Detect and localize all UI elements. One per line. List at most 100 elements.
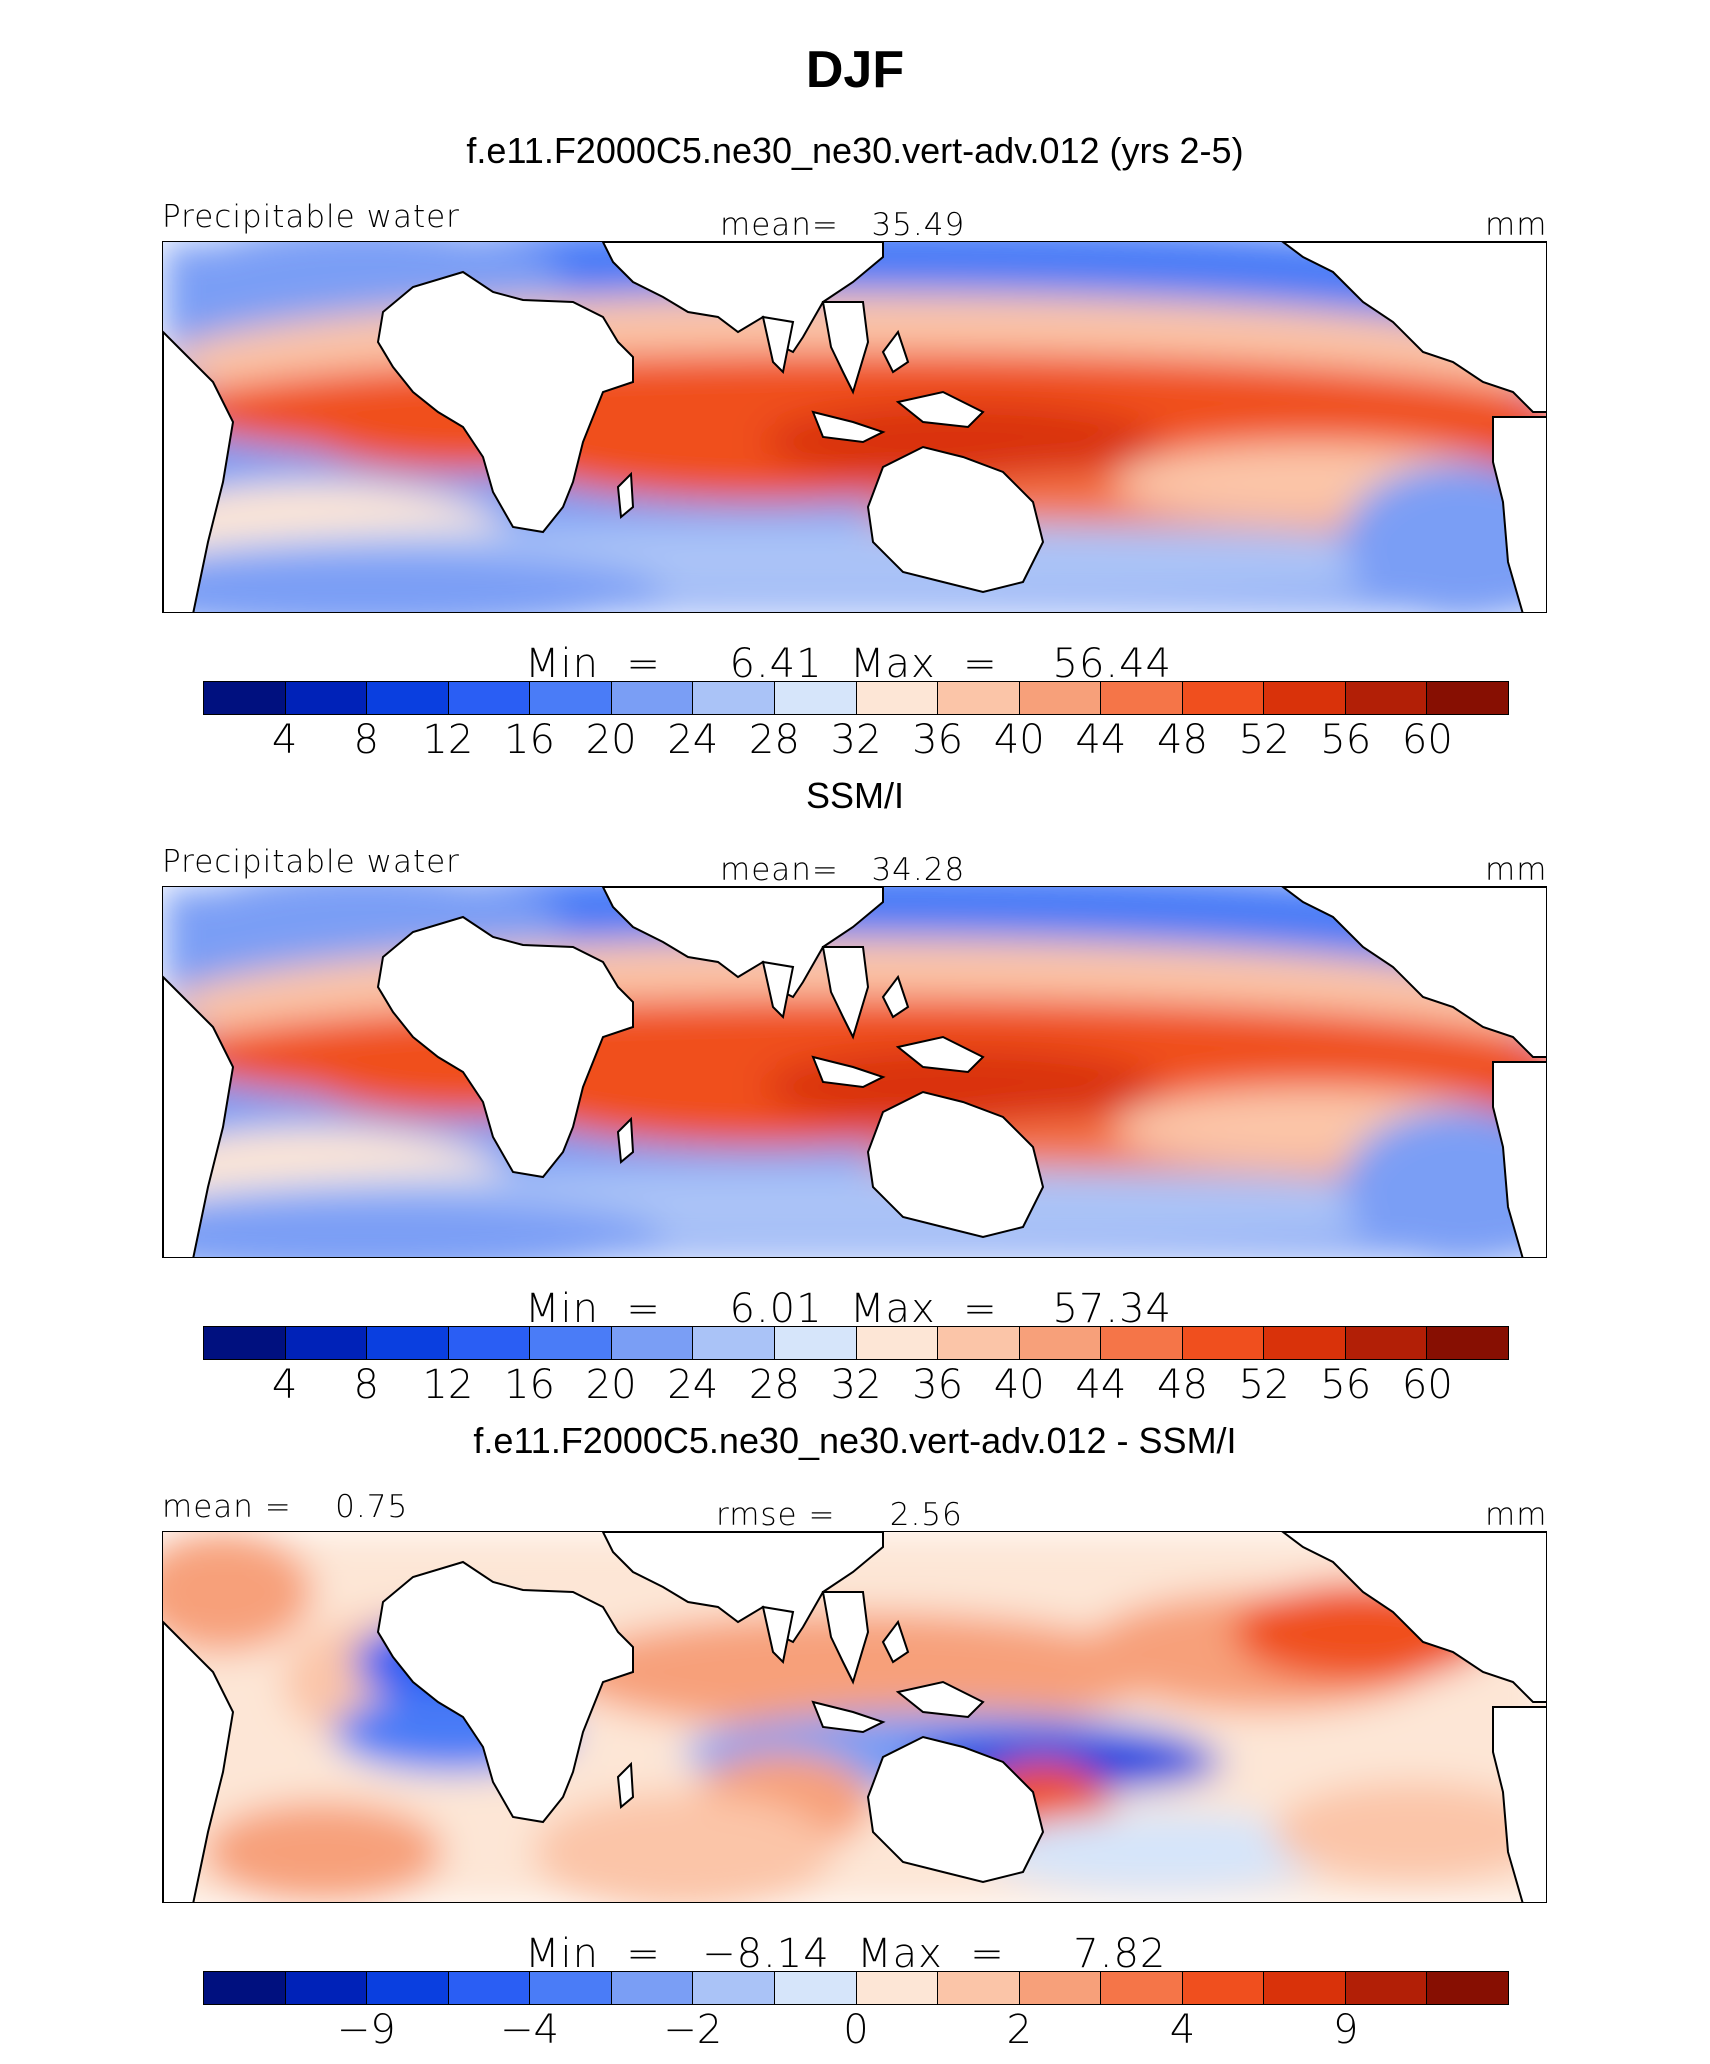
coastline (1492, 1061, 1546, 1257)
colorbar-swatch (204, 682, 286, 714)
colorbar-tick-label: 12 (422, 1362, 474, 1408)
colorbar-tick-label: 48 (1157, 717, 1208, 763)
panel-3-map (162, 1531, 1547, 1903)
coastline (616, 1761, 635, 1809)
panel-1-left-label: Precipitable water (162, 199, 460, 235)
colorbar-tick-label: 36 (912, 1362, 964, 1408)
colorbar-tick-label: 60 (1401, 717, 1453, 763)
colorbar-swatch (1264, 682, 1346, 714)
field-contour-region (163, 1532, 313, 1652)
colorbar-swatch (1101, 682, 1183, 714)
panel-3-center-label: rmse = 2.56 (716, 1497, 963, 1533)
colorbar-swatch (774, 682, 857, 714)
coastline (811, 1700, 886, 1734)
colorbar-swatch (1182, 682, 1265, 714)
colorbar-swatch (938, 1327, 1020, 1359)
colorbar-swatch (611, 1972, 694, 2004)
panel-2-map (162, 886, 1547, 1258)
colorbar-tick-label: 44 (1075, 1362, 1127, 1408)
colorbar-tick-label: 56 (1320, 717, 1372, 763)
colorbar-tick-label: −2 (663, 2007, 723, 2053)
colorbar-swatch (774, 1972, 857, 2004)
panel-1-minmax: Min = 6.41 Max = 56.44 (525, 641, 1172, 687)
panel-3-colorbar (203, 1971, 1509, 2005)
colorbar-tick-label: 52 (1238, 717, 1290, 763)
colorbar-tick-label: 4 (1169, 2007, 1196, 2053)
coastline (1281, 1532, 1546, 1703)
colorbar-swatch (367, 682, 449, 714)
coastline (821, 1591, 870, 1685)
panel-1-map (162, 241, 1547, 613)
colorbar-swatch (1427, 1972, 1508, 2004)
coastline (811, 410, 886, 444)
coastline (821, 301, 870, 395)
colorbar-tick-label: 56 (1320, 1362, 1372, 1408)
main-title: DJF (805, 41, 905, 99)
colorbar-tick-label: 40 (993, 1362, 1045, 1408)
colorbar-swatch (1182, 1327, 1265, 1359)
field-contour-region (563, 1612, 1163, 1732)
colorbar-swatch (204, 1972, 286, 2004)
colorbar-tick-label: 8 (353, 717, 379, 763)
panel-3-subtitle: f.e11.F2000C5.ne30_ne30.vert-adv.012 - S… (473, 1420, 1237, 1461)
panel-1-units-label: mm (1485, 207, 1548, 243)
colorbar-swatch (938, 682, 1020, 714)
colorbar-tick-label: 0 (843, 2007, 869, 2053)
coastline (761, 960, 795, 1020)
colorbar-swatch (1182, 1972, 1265, 2004)
colorbar-swatch (1427, 1327, 1508, 1359)
colorbar-swatch (285, 1327, 368, 1359)
coastline (163, 330, 235, 612)
colorbar-swatch (1264, 1972, 1346, 2004)
colorbar-swatch (1264, 1327, 1346, 1359)
colorbar-tick-label: 2 (1006, 2007, 1032, 2053)
panel-2-center-label: mean= 34.28 (720, 852, 966, 888)
colorbar-tick-label: 12 (422, 717, 474, 763)
colorbar-swatch (1427, 682, 1508, 714)
panel-1-colorbar (203, 681, 1509, 715)
colorbar-tick-label: 4 (271, 717, 298, 763)
coastline (1281, 887, 1546, 1058)
colorbar-swatch (693, 1972, 775, 2004)
colorbar-swatch (367, 1327, 449, 1359)
coastline (866, 1090, 1045, 1239)
panel-2-colorbar (203, 1326, 1509, 1360)
panel-1-field-svg (163, 242, 1546, 612)
field-contour-region (163, 1197, 663, 1257)
colorbar-tick-label: 28 (748, 1362, 800, 1408)
colorbar-tick-label: 32 (830, 1362, 882, 1408)
colorbar-tick-label: 9 (1333, 2007, 1359, 2053)
field-contour-region (163, 552, 663, 612)
colorbar-tick-label: −4 (500, 2007, 559, 2053)
coastline (1492, 416, 1546, 612)
colorbar-tick-label: 8 (353, 1362, 379, 1408)
colorbar-tick-label: 16 (504, 1362, 555, 1408)
coastline (881, 974, 910, 1019)
colorbar-swatch (285, 682, 368, 714)
colorbar-swatch (1345, 682, 1428, 714)
colorbar-swatch (774, 1327, 857, 1359)
colorbar-swatch (530, 682, 612, 714)
panel-2-field-svg (163, 887, 1546, 1257)
field-contour-region (533, 1792, 833, 1902)
colorbar-tick-label: 48 (1157, 1362, 1208, 1408)
coastline (376, 270, 634, 534)
colorbar-tick-label: 20 (585, 717, 637, 763)
field-contour-region (1343, 1107, 1546, 1257)
field-contour-region (763, 402, 1163, 482)
colorbar-swatch (448, 682, 531, 714)
coastline (895, 1680, 985, 1719)
coastline (376, 915, 634, 1179)
coastline (616, 471, 635, 519)
panel-1-subtitle: f.e11.F2000C5.ne30_ne30.vert-adv.012 (yr… (466, 130, 1244, 171)
colorbar-swatch (448, 1327, 531, 1359)
coastline (1281, 242, 1546, 413)
colorbar-tick-label: 20 (585, 1362, 637, 1408)
colorbar-tick-label: 16 (504, 717, 555, 763)
coastline (895, 390, 985, 429)
colorbar-tick-label: 52 (1238, 1362, 1290, 1408)
coastline (616, 1116, 635, 1164)
colorbar-tick-label: 40 (993, 717, 1045, 763)
colorbar-swatch (856, 1327, 939, 1359)
colorbar-tick-label: 44 (1075, 717, 1127, 763)
